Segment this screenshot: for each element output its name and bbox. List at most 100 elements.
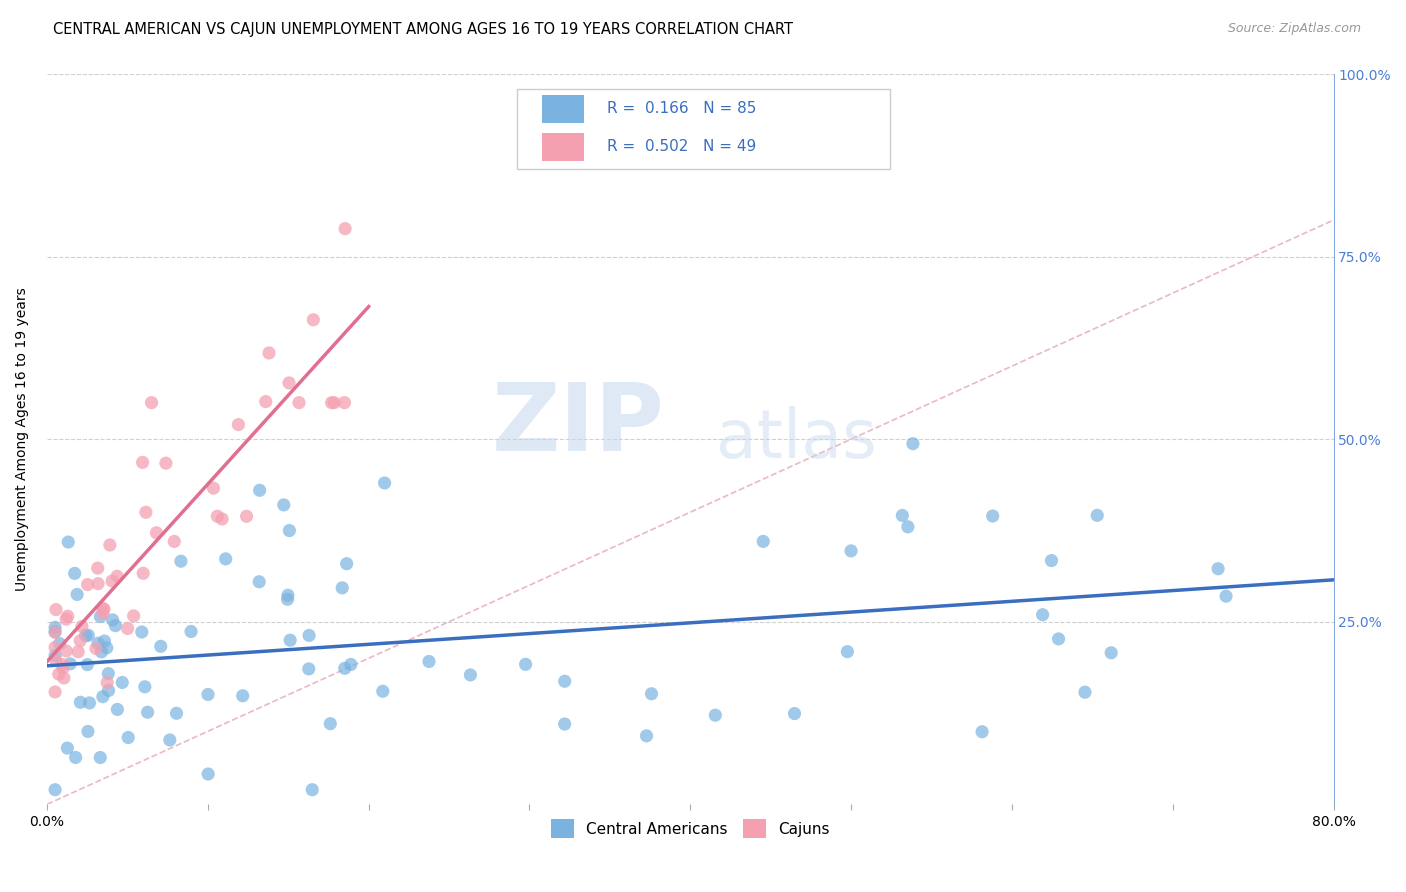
Text: R =  0.166   N = 85: R = 0.166 N = 85 <box>606 101 756 116</box>
Point <box>91 601 114 615</box>
Point <box>90 645 112 659</box>
Point <box>132 566 155 581</box>
FancyBboxPatch shape <box>543 133 583 161</box>
Point <box>58 535 80 549</box>
Point <box>298 662 321 676</box>
Point <box>515 657 537 672</box>
Point <box>288 395 311 409</box>
Point <box>69 633 91 648</box>
Point <box>44 624 66 639</box>
Point <box>783 706 806 721</box>
Point <box>93 634 115 648</box>
Point <box>56 609 79 624</box>
Point <box>207 509 229 524</box>
Point <box>44 782 66 797</box>
Point <box>44 625 66 640</box>
Point <box>981 508 1004 523</box>
Point <box>249 483 271 498</box>
Point <box>141 395 163 409</box>
Point <box>59 657 82 671</box>
Point <box>278 524 301 538</box>
Point <box>180 624 202 639</box>
Point <box>69 695 91 709</box>
Point <box>44 640 66 655</box>
Point <box>1206 562 1229 576</box>
Point <box>1215 589 1237 603</box>
Point <box>752 534 775 549</box>
Point <box>636 729 658 743</box>
Point <box>89 750 111 764</box>
Point <box>48 637 70 651</box>
Point <box>97 683 120 698</box>
Point <box>105 569 128 583</box>
Y-axis label: Unemployment Among Ages 16 to 19 years: Unemployment Among Ages 16 to 19 years <box>15 287 30 591</box>
Point <box>333 661 356 675</box>
Point <box>87 576 110 591</box>
Point <box>77 628 100 642</box>
Point <box>89 609 111 624</box>
Point <box>70 619 93 633</box>
Point <box>135 505 157 519</box>
Point <box>460 668 482 682</box>
Point <box>131 625 153 640</box>
Point <box>972 724 994 739</box>
Point <box>277 592 299 607</box>
Point <box>104 618 127 632</box>
Point <box>44 620 66 634</box>
Point <box>45 653 67 667</box>
Point <box>87 636 110 650</box>
Point <box>235 509 257 524</box>
Point <box>52 657 75 672</box>
Point <box>1032 607 1054 622</box>
Point <box>98 538 121 552</box>
Point <box>91 606 114 620</box>
Point <box>87 561 110 575</box>
Point <box>202 481 225 495</box>
Point <box>134 680 156 694</box>
Point <box>166 706 188 721</box>
Point <box>301 782 323 797</box>
Point <box>302 312 325 326</box>
Point <box>170 554 193 568</box>
Point <box>257 346 280 360</box>
Text: ZIP: ZIP <box>492 378 665 471</box>
Point <box>96 640 118 655</box>
FancyBboxPatch shape <box>543 95 583 123</box>
Point <box>704 708 727 723</box>
Point <box>117 622 139 636</box>
Point <box>321 395 343 409</box>
Point <box>330 581 353 595</box>
Point <box>197 688 219 702</box>
Text: CENTRAL AMERICAN VS CAJUN UNEMPLOYMENT AMONG AGES 16 TO 19 YEARS CORRELATION CHA: CENTRAL AMERICAN VS CAJUN UNEMPLOYMENT A… <box>53 22 793 37</box>
Point <box>122 608 145 623</box>
Point <box>897 520 920 534</box>
Point <box>273 498 295 512</box>
Point <box>232 689 254 703</box>
Point <box>211 512 233 526</box>
Point <box>319 716 342 731</box>
Point <box>336 557 359 571</box>
Point <box>554 674 576 689</box>
Point <box>117 731 139 745</box>
Legend: Central Americans, Cajuns: Central Americans, Cajuns <box>546 814 835 844</box>
Point <box>155 456 177 470</box>
Point <box>65 750 87 764</box>
Point <box>67 645 90 659</box>
Point <box>56 741 79 756</box>
Point <box>323 395 346 409</box>
Point <box>891 508 914 523</box>
Point <box>159 733 181 747</box>
Point <box>63 566 86 581</box>
Point <box>93 602 115 616</box>
Point <box>163 534 186 549</box>
Point <box>278 633 301 648</box>
Point <box>247 574 270 589</box>
Point <box>145 525 167 540</box>
Point <box>84 641 107 656</box>
Point <box>77 724 100 739</box>
Point <box>254 394 277 409</box>
Text: atlas: atlas <box>716 406 877 472</box>
Point <box>55 612 77 626</box>
Point <box>55 644 77 658</box>
Point <box>136 705 159 719</box>
